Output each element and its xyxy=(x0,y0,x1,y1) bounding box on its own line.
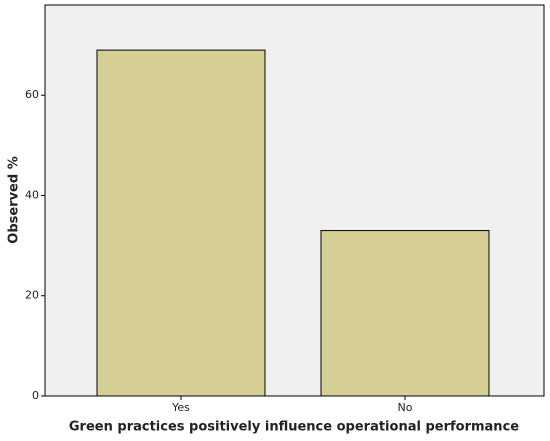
x-tick-label: Yes xyxy=(171,401,190,414)
x-tick-label: No xyxy=(398,401,413,414)
y-axis-title: Observed % xyxy=(7,156,22,243)
y-tick-label: 0 xyxy=(32,389,39,402)
x-axis-title: Green practices positively influence ope… xyxy=(69,420,519,435)
bar xyxy=(320,230,490,397)
y-tick-label: 40 xyxy=(25,188,39,201)
bar xyxy=(96,49,266,397)
y-tick-label: 20 xyxy=(25,289,39,302)
y-tick-label: 60 xyxy=(25,88,39,101)
